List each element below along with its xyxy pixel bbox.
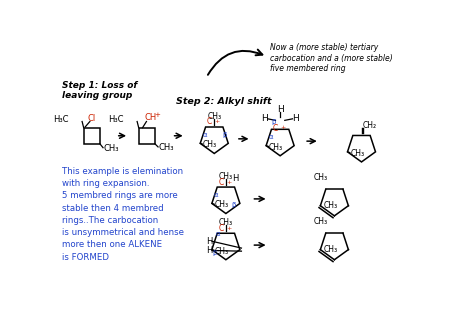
Text: CH₃: CH₃ [215, 247, 229, 256]
Text: β: β [231, 202, 236, 208]
Text: H: H [292, 114, 299, 123]
Text: H: H [261, 114, 268, 123]
Text: CH₃: CH₃ [314, 173, 328, 182]
Text: +: + [214, 119, 219, 124]
Text: CH₃: CH₃ [323, 245, 337, 254]
Text: CH₃: CH₃ [207, 112, 221, 121]
Text: C: C [219, 178, 224, 187]
Text: β: β [222, 132, 227, 138]
Text: CH₃: CH₃ [219, 218, 233, 227]
Text: CH₃: CH₃ [314, 217, 328, 226]
Text: β: β [272, 119, 276, 125]
Text: β: β [213, 250, 217, 256]
Text: CH₃: CH₃ [158, 143, 173, 152]
Text: H₃C: H₃C [53, 115, 68, 125]
Text: rings..The carbocation: rings..The carbocation [63, 216, 159, 225]
Text: C: C [273, 124, 278, 133]
Text: is unsymmetrical and hense: is unsymmetrical and hense [63, 228, 184, 237]
Text: more then one ALKENE: more then one ALKENE [63, 241, 163, 250]
Text: CH₃: CH₃ [219, 172, 233, 181]
Text: α: α [216, 231, 220, 237]
Text: α: α [268, 134, 273, 140]
Text: H: H [232, 174, 238, 183]
Text: CH₃: CH₃ [215, 201, 229, 210]
Text: Step 2: Alkyl shift: Step 2: Alkyl shift [175, 97, 271, 106]
Text: CH: CH [145, 113, 157, 122]
Text: CH₃: CH₃ [103, 144, 118, 153]
Text: CH₃: CH₃ [323, 201, 337, 210]
Text: H: H [277, 105, 283, 114]
Text: α: α [213, 192, 218, 198]
Text: This example is elemination: This example is elemination [63, 166, 183, 175]
Text: CH₂: CH₂ [363, 121, 377, 130]
Text: Cl: Cl [88, 114, 96, 123]
Text: stable then 4 membred: stable then 4 membred [63, 204, 164, 213]
Text: +: + [226, 180, 231, 185]
Text: with ring expansion.: with ring expansion. [63, 179, 150, 188]
Text: Now a (more stable) tertiary
carbocation and a (more stable)
five membered ring: Now a (more stable) tertiary carbocation… [270, 43, 393, 73]
Text: C: C [207, 117, 212, 126]
Text: α: α [203, 132, 207, 138]
Text: H: H [206, 237, 212, 246]
Text: 5 membred rings are more: 5 membred rings are more [63, 191, 178, 200]
Text: +: + [226, 226, 231, 232]
Text: CH₃: CH₃ [202, 140, 217, 149]
Text: C: C [219, 224, 224, 233]
Text: CH₃: CH₃ [351, 149, 365, 158]
Text: Step 1: Loss of
leaving group: Step 1: Loss of leaving group [62, 81, 137, 100]
Text: +: + [280, 125, 285, 130]
Text: +: + [154, 112, 160, 118]
Text: H₃C: H₃C [108, 115, 123, 125]
Text: CH₃: CH₃ [268, 143, 283, 152]
Text: is FORMED: is FORMED [63, 253, 109, 262]
Text: H: H [206, 246, 212, 255]
